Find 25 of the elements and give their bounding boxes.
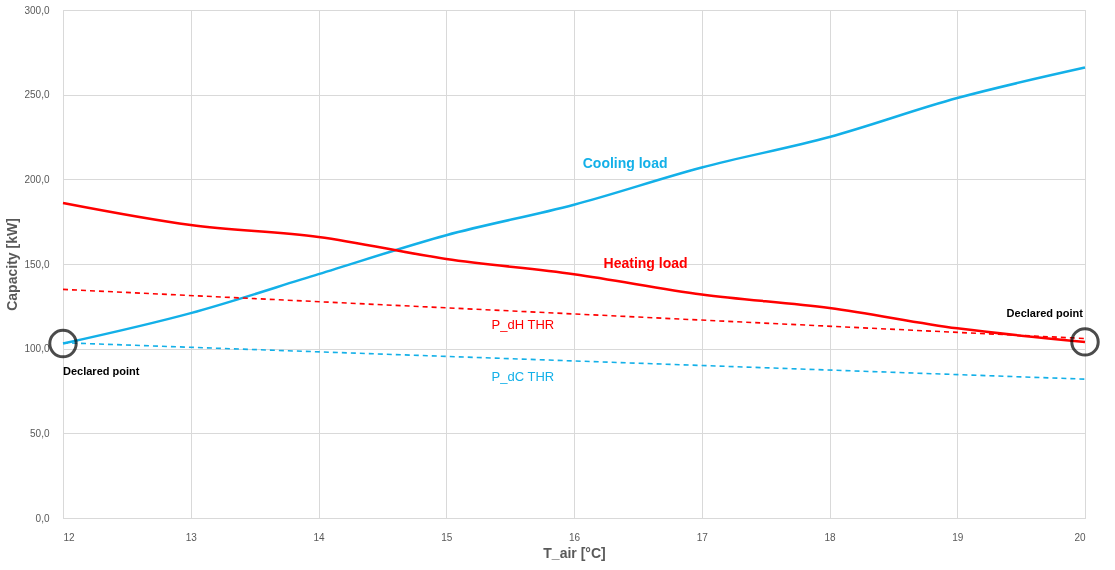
y-tick-label: 50,0 [30,427,50,439]
y-tick-label: 150,0 [24,258,50,270]
x-tick-label: 14 [313,531,325,543]
y-tick-label: 100,0 [24,343,50,355]
x-tick-label: 17 [696,531,709,543]
x-tick-label: 16 [568,531,581,543]
y-tick-label: 250,0 [24,89,50,101]
series-label: P_dH THR [491,317,555,333]
x-tick-label: 12 [63,531,76,543]
series-label: Heating load [603,254,688,271]
x-tick-label: 20 [1074,531,1086,543]
y-tick-label: 0,0 [35,512,50,524]
annotation: Declared point [1006,306,1084,319]
x-tick-label: 13 [185,531,198,543]
x-tick-label: 19 [952,531,964,543]
series-label: P_dC THR [491,369,555,385]
line-series [61,201,1087,344]
y-axis-title: Capacity [kW] [4,218,21,311]
x-axis-title: T_air [°C] [543,544,606,561]
series-label: Cooling load [582,154,668,171]
y-tick-label: 200,0 [24,173,50,185]
annotation: Declared point [63,364,140,377]
y-tick-label: 300,0 [24,4,50,16]
x-tick-label: 18 [824,531,836,543]
x-tick-label: 15 [441,531,453,543]
